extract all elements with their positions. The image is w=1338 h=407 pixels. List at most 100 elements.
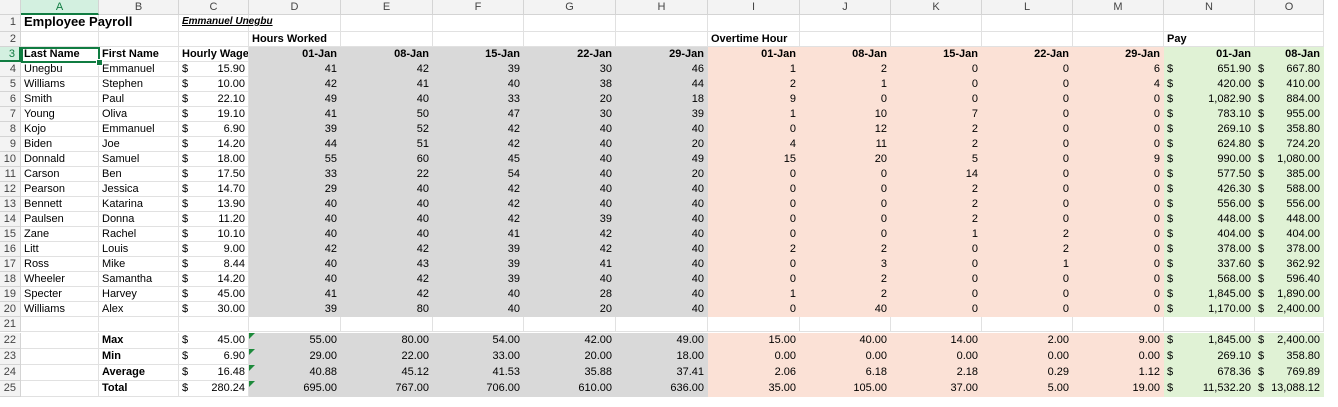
overtime-cell[interactable]: 7	[891, 107, 982, 122]
stat-overtime-cell[interactable]: 37.00	[891, 381, 982, 397]
empty-cell[interactable]	[21, 32, 99, 47]
stat-pay-cell[interactable]: $2,400.00	[1255, 333, 1324, 349]
overtime-cell[interactable]: 1	[891, 227, 982, 242]
author-name[interactable]: Emmanuel Unegbu	[179, 15, 341, 32]
pay-cell[interactable]: $651.90	[1164, 62, 1255, 77]
overtime-cell[interactable]: 0	[1073, 197, 1164, 212]
hours-cell[interactable]: 40	[433, 77, 524, 92]
overtime-cell[interactable]: 0	[891, 62, 982, 77]
stat-pay-cell[interactable]: $13,088.12	[1255, 381, 1324, 397]
row-header-2[interactable]: 2	[0, 32, 21, 47]
stat-hours-cell[interactable]: 695.00	[249, 381, 341, 397]
hours-cell[interactable]: 41	[249, 107, 341, 122]
stat-hours-cell[interactable]: 54.00	[433, 333, 524, 349]
row-header-23[interactable]: 23	[0, 349, 21, 365]
hours-cell[interactable]: 40	[616, 242, 708, 257]
fill-handle[interactable]	[96, 59, 103, 66]
pay-cell[interactable]: $588.00	[1255, 182, 1324, 197]
column-header-m[interactable]: M	[1073, 0, 1164, 15]
overtime-cell[interactable]: 0	[1073, 167, 1164, 182]
hours-cell[interactable]: 49	[616, 152, 708, 167]
stat-overtime-cell[interactable]: 40.00	[800, 333, 891, 349]
empty-cell[interactable]	[800, 317, 891, 332]
column-header-g[interactable]: G	[524, 0, 616, 15]
overtime-cell[interactable]: 9	[708, 92, 800, 107]
hours-cell[interactable]: 20	[616, 167, 708, 182]
stat-hours-cell[interactable]: 40.88	[249, 365, 341, 381]
overtime-cell[interactable]: 0	[982, 77, 1073, 92]
overtime-cell[interactable]: 0	[708, 227, 800, 242]
pay-cell[interactable]: $337.60	[1164, 257, 1255, 272]
row-header-4[interactable]: 4	[0, 62, 21, 77]
empty-cell[interactable]	[708, 15, 800, 32]
overtime-cell[interactable]: 0	[1073, 242, 1164, 257]
overtime-cell[interactable]: 0	[1073, 107, 1164, 122]
overtime-cell[interactable]: 11	[800, 137, 891, 152]
pay-cell[interactable]: $667.80	[1255, 62, 1324, 77]
last-name-cell[interactable]: Paulsen	[21, 212, 99, 227]
overtime-cell[interactable]: 1	[708, 287, 800, 302]
stat-overtime-cell[interactable]: 1.12	[1073, 365, 1164, 381]
overtime-hour-header[interactable]: Overtime Hour	[708, 32, 891, 47]
last-name-cell[interactable]: Williams	[21, 302, 99, 317]
row-header-7[interactable]: 7	[0, 107, 21, 122]
stat-overtime-cell[interactable]: 14.00	[891, 333, 982, 349]
stat-hours-cell[interactable]: 37.41	[616, 365, 708, 381]
wage-cell[interactable]: $18.00	[179, 152, 249, 167]
pay-date-header[interactable]: 08-Jan	[1255, 47, 1324, 62]
stat-overtime-cell[interactable]: 6.18	[800, 365, 891, 381]
empty-cell[interactable]	[433, 317, 524, 332]
hours-cell[interactable]: 42	[524, 242, 616, 257]
pay-cell[interactable]: $448.00	[1164, 212, 1255, 227]
hours-cell[interactable]: 42	[249, 242, 341, 257]
pay-cell[interactable]: $1,080.00	[1255, 152, 1324, 167]
pay-cell[interactable]: $724.20	[1255, 137, 1324, 152]
hours-cell[interactable]: 40	[616, 272, 708, 287]
overtime-cell[interactable]: 0	[982, 197, 1073, 212]
empty-cell[interactable]	[1164, 317, 1255, 332]
first-name-cell[interactable]: Alex	[99, 302, 179, 317]
overtime-cell[interactable]: 0	[800, 92, 891, 107]
empty-cell[interactable]	[1073, 15, 1164, 32]
pay-cell[interactable]: $269.10	[1164, 122, 1255, 137]
stat-overtime-cell[interactable]: 9.00	[1073, 333, 1164, 349]
overtime-cell[interactable]: 2	[800, 242, 891, 257]
hours-cell[interactable]: 39	[616, 107, 708, 122]
empty-cell[interactable]	[21, 349, 99, 365]
pay-cell[interactable]: $556.00	[1255, 197, 1324, 212]
hours-cell[interactable]: 20	[524, 92, 616, 107]
wage-cell[interactable]: $13.90	[179, 197, 249, 212]
hours-cell[interactable]: 30	[524, 62, 616, 77]
column-header-l[interactable]: L	[982, 0, 1073, 15]
first-name-cell[interactable]: Emmanuel	[99, 62, 179, 77]
overtime-cell[interactable]: 4	[708, 137, 800, 152]
empty-cell[interactable]	[1073, 317, 1164, 332]
row-header-14[interactable]: 14	[0, 212, 21, 227]
wage-cell[interactable]: $22.10	[179, 92, 249, 107]
overtime-cell[interactable]: 2	[800, 287, 891, 302]
wage-cell[interactable]: $8.44	[179, 257, 249, 272]
overtime-cell[interactable]: 0	[708, 272, 800, 287]
overtime-cell[interactable]: 2	[891, 212, 982, 227]
overtime-cell[interactable]: 0	[708, 122, 800, 137]
empty-cell[interactable]	[1255, 15, 1324, 32]
empty-cell[interactable]	[982, 32, 1073, 47]
hours-cell[interactable]: 18	[616, 92, 708, 107]
column-header-f[interactable]: F	[433, 0, 524, 15]
hours-cell[interactable]: 52	[341, 122, 433, 137]
overtime-cell[interactable]: 0	[982, 212, 1073, 227]
first-name-cell[interactable]: Emmanuel	[99, 122, 179, 137]
wage-cell[interactable]: $30.00	[179, 302, 249, 317]
hours-cell[interactable]: 20	[616, 137, 708, 152]
stat-label[interactable]: Min	[99, 349, 179, 365]
first-name-cell[interactable]: Louis	[99, 242, 179, 257]
hours-cell[interactable]: 40	[341, 212, 433, 227]
empty-cell[interactable]	[616, 317, 708, 332]
pay-header[interactable]: Pay	[1164, 32, 1324, 47]
hours-cell[interactable]: 42	[249, 77, 341, 92]
overtime-cell[interactable]: 2	[708, 77, 800, 92]
hours-cell[interactable]: 40	[524, 122, 616, 137]
row-header-1[interactable]: 1	[0, 15, 21, 32]
overtime-cell[interactable]: 2	[891, 182, 982, 197]
hours-cell[interactable]: 42	[341, 272, 433, 287]
